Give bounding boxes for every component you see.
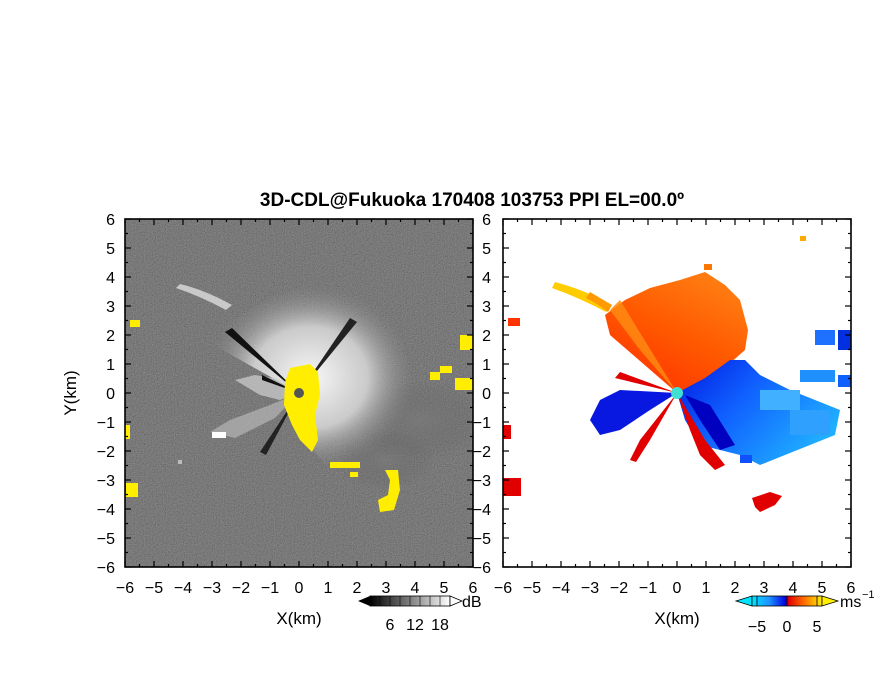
x-tick-label: −1 xyxy=(261,580,279,597)
x-tick-label: −2 xyxy=(610,580,628,597)
y-tick-label: 2 xyxy=(482,328,491,345)
x-tick-label: 2 xyxy=(731,580,740,597)
y-tick-label: −6 xyxy=(97,560,115,577)
x-axis-label: X(km) xyxy=(276,609,321,628)
y-tick-label: −3 xyxy=(97,473,115,490)
x-tick-label: −2 xyxy=(232,580,250,597)
x-tick-label: −5 xyxy=(523,580,541,597)
intensity-panel: −6 −5 −4 −3 −2 −1 0 1 2 3 4 5 6 6 5 4 3 … xyxy=(61,212,478,628)
x-tick-label: −6 xyxy=(494,580,512,597)
y-tick-label: −5 xyxy=(97,531,115,548)
x-tick-label: −4 xyxy=(174,580,192,597)
y-tick-label: −2 xyxy=(473,444,491,461)
y-tick-label: −1 xyxy=(97,415,115,432)
x-tick-label: −4 xyxy=(552,580,570,597)
y-tick-label: 3 xyxy=(482,299,491,316)
colorbar-tick-label: 0 xyxy=(783,619,792,636)
x-tick-label: 2 xyxy=(353,580,362,597)
x-tick-label: 0 xyxy=(673,580,682,597)
colorbar-tick-label: 5 xyxy=(813,619,822,636)
colorbar-tick-label: −5 xyxy=(748,619,766,636)
y-tick-label: 4 xyxy=(482,270,491,287)
velocity-field xyxy=(503,219,851,567)
y-tick-label: −2 xyxy=(97,444,115,461)
velocity-y-tick-labels: 6 5 4 3 2 1 0 −1 −2 −3 −4 −5 −6 xyxy=(473,212,491,577)
colorbar-unit: ms xyxy=(840,594,861,611)
x-tick-label: 0 xyxy=(295,580,304,597)
y-tick-label: −4 xyxy=(97,502,115,519)
x-tick-label: 4 xyxy=(789,580,798,597)
y-tick-label: 5 xyxy=(482,241,491,258)
y-axis-label: Y(km) xyxy=(61,370,80,415)
x-tick-label: 6 xyxy=(847,580,856,597)
intensity-y-tick-labels: 6 5 4 3 2 1 0 −1 −2 −3 −4 −5 −6 xyxy=(97,212,115,577)
velocity-panel: −6 −5 −4 −3 −2 −1 0 1 2 3 4 5 6 6 5 4 3 … xyxy=(473,212,856,628)
x-tick-label: −1 xyxy=(639,580,657,597)
x-tick-label: −3 xyxy=(203,580,221,597)
colorbar-unit-exponent: −1 xyxy=(862,589,875,601)
colorbar-tick-label: 12 xyxy=(406,617,424,634)
intensity-axis-ticks xyxy=(124,218,474,568)
intensity-x-tick-labels: −6 −5 −4 −3 −2 −1 0 1 2 3 4 5 6 xyxy=(116,580,478,597)
y-tick-label: −5 xyxy=(473,531,491,548)
x-tick-label: −3 xyxy=(581,580,599,597)
y-tick-label: −4 xyxy=(473,502,491,519)
x-tick-label: 3 xyxy=(382,580,391,597)
y-tick-label: 1 xyxy=(482,357,491,374)
colorbar-unit: dB xyxy=(462,594,482,611)
y-tick-label: 2 xyxy=(106,328,115,345)
x-tick-label: 4 xyxy=(411,580,420,597)
velocity-colorbar: ms −1 −5 0 5 xyxy=(734,589,875,636)
y-tick-label: −3 xyxy=(473,473,491,490)
x-tick-label: 3 xyxy=(760,580,769,597)
colorbar-tick-label: 6 xyxy=(386,617,395,634)
y-tick-label: 3 xyxy=(106,299,115,316)
intensity-colorbar: dB 6 12 18 xyxy=(358,594,482,634)
x-tick-label: 6 xyxy=(469,580,478,597)
y-tick-label: 0 xyxy=(106,386,115,403)
x-tick-label: −6 xyxy=(116,580,134,597)
x-tick-label: 1 xyxy=(324,580,333,597)
y-tick-label: 5 xyxy=(106,241,115,258)
x-tick-label: 5 xyxy=(818,580,827,597)
y-tick-label: −6 xyxy=(473,560,491,577)
x-tick-label: −5 xyxy=(145,580,163,597)
y-tick-label: −1 xyxy=(473,415,491,432)
chart-title: 3D-CDL@Fukuoka 170408 103753 PPI EL=00.0… xyxy=(260,190,684,211)
velocity-axis-ticks xyxy=(502,218,852,568)
x-axis-label: X(km) xyxy=(654,609,699,628)
y-tick-label: 4 xyxy=(106,270,115,287)
x-tick-label: 5 xyxy=(440,580,449,597)
intensity-field xyxy=(125,219,473,567)
velocity-x-tick-labels: −6 −5 −4 −3 −2 −1 0 1 2 3 4 5 6 xyxy=(494,580,856,597)
y-tick-label: 0 xyxy=(482,386,491,403)
y-tick-label: 6 xyxy=(482,212,491,229)
x-tick-label: 1 xyxy=(702,580,711,597)
y-tick-label: 1 xyxy=(106,357,115,374)
colorbar-tick-label: 18 xyxy=(431,617,449,634)
y-tick-label: 6 xyxy=(106,212,115,229)
